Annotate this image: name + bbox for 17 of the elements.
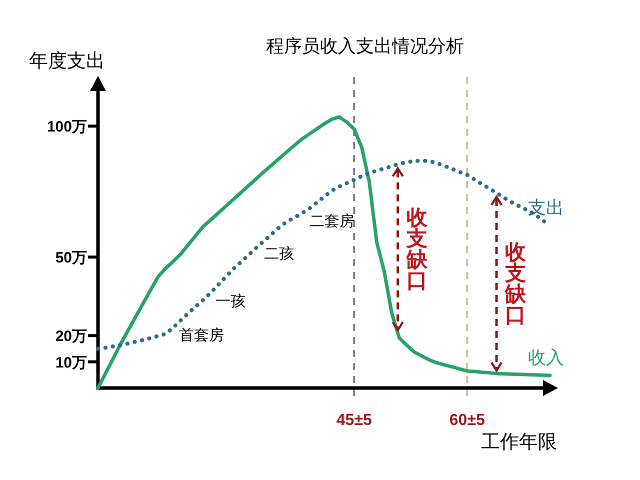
y-axis-title: 年度支出 [29,50,105,72]
chart-title: 程序员收入支出情况分析 [266,36,464,56]
x-tick-label: 45±5 [336,412,372,429]
series-label: 支出 [528,198,564,218]
annotation: 二孩 [264,245,294,262]
x-axis-title: 工作年限 [481,432,557,453]
annotation: 收支缺口 [405,206,428,293]
y-tick-label: 10万 [55,354,87,372]
y-tick-label: 20万 [55,328,87,346]
annotation: 二套房 [309,212,354,230]
annotation: 收支缺口 [504,241,528,328]
annotation: 一孩 [215,293,246,310]
y-tick-label: 100万 [46,118,87,136]
y-tick-label: 50万 [55,250,87,267]
series-label: 收入 [528,347,564,368]
x-tick-label: 60±5 [449,412,485,429]
annotation: 首套房 [179,326,224,344]
